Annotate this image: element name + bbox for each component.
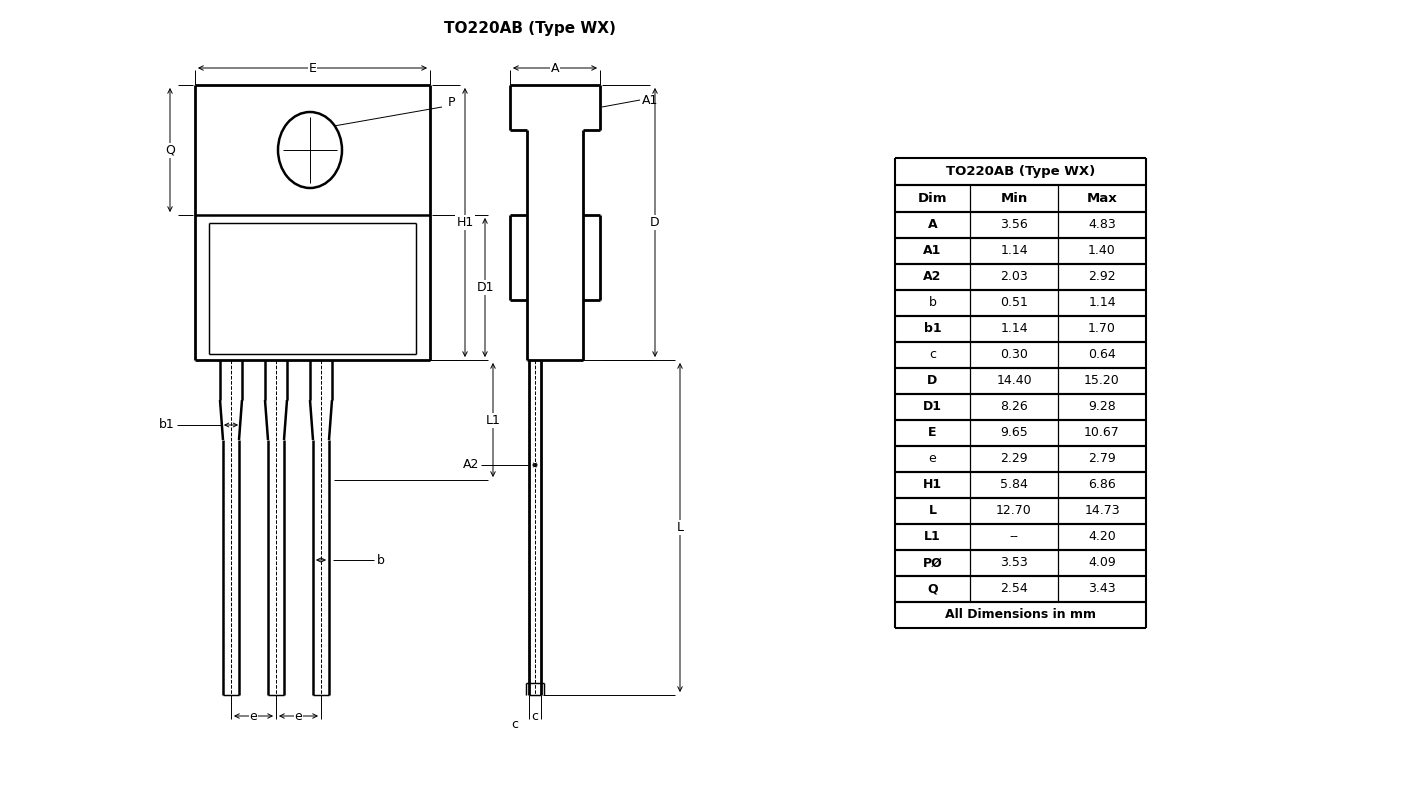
Text: 9.28: 9.28: [1088, 401, 1116, 413]
Text: D: D: [927, 374, 937, 388]
Text: D1: D1: [476, 281, 494, 294]
Text: e: e: [929, 452, 936, 465]
Text: 1.14: 1.14: [1000, 244, 1028, 258]
Text: 3.53: 3.53: [1000, 556, 1028, 570]
Text: e: e: [250, 709, 257, 722]
Text: 8.26: 8.26: [1000, 401, 1028, 413]
Text: 1.40: 1.40: [1088, 244, 1116, 258]
Text: A1: A1: [642, 93, 659, 106]
Text: b1: b1: [159, 418, 175, 432]
Text: Dim: Dim: [917, 192, 947, 205]
Text: 3.43: 3.43: [1088, 583, 1116, 595]
Text: c: c: [511, 718, 518, 732]
Text: b: b: [376, 554, 385, 567]
Text: 1.14: 1.14: [1088, 297, 1116, 310]
Text: A: A: [927, 219, 937, 231]
Text: b: b: [929, 297, 936, 310]
Text: 14.40: 14.40: [997, 374, 1032, 388]
Text: E: E: [308, 61, 317, 74]
Text: 0.51: 0.51: [1000, 297, 1028, 310]
Text: 3.56: 3.56: [1000, 219, 1028, 231]
Text: c: c: [929, 349, 936, 361]
Text: TO220AB (Type WX): TO220AB (Type WX): [946, 165, 1095, 178]
Text: A1: A1: [923, 244, 941, 258]
Text: TO220AB (Type WX): TO220AB (Type WX): [444, 21, 616, 35]
Text: 12.70: 12.70: [995, 504, 1032, 517]
Text: Max: Max: [1086, 192, 1118, 205]
Text: c: c: [531, 710, 538, 724]
Text: b1: b1: [923, 322, 941, 335]
Text: A: A: [551, 61, 559, 74]
Text: 14.73: 14.73: [1085, 504, 1120, 517]
Text: D1: D1: [923, 401, 941, 413]
Text: All Dimensions in mm: All Dimensions in mm: [944, 609, 1096, 622]
Text: H1: H1: [456, 216, 474, 229]
Text: D: D: [650, 216, 660, 229]
Text: 6.86: 6.86: [1088, 479, 1116, 492]
Text: 4.20: 4.20: [1088, 531, 1116, 543]
Text: 2.29: 2.29: [1000, 452, 1028, 465]
Text: Q: Q: [165, 144, 175, 156]
Text: 4.83: 4.83: [1088, 219, 1116, 231]
Text: 2.54: 2.54: [1000, 583, 1028, 595]
Text: 2.03: 2.03: [1000, 271, 1028, 283]
Text: P: P: [447, 97, 456, 109]
Text: 0.64: 0.64: [1088, 349, 1116, 361]
Text: 10.67: 10.67: [1083, 426, 1120, 440]
Text: 4.09: 4.09: [1088, 556, 1116, 570]
Text: 1.14: 1.14: [1000, 322, 1028, 335]
Text: L: L: [676, 521, 683, 534]
Text: A2: A2: [923, 271, 941, 283]
Text: 5.84: 5.84: [1000, 479, 1028, 492]
Text: 1.70: 1.70: [1088, 322, 1116, 335]
Text: L1: L1: [486, 413, 500, 426]
Text: e: e: [294, 709, 302, 722]
Text: Q: Q: [927, 583, 937, 595]
Text: PØ: PØ: [923, 556, 943, 570]
Text: A2: A2: [463, 459, 479, 472]
Text: --: --: [1010, 531, 1018, 543]
Text: 9.65: 9.65: [1000, 426, 1028, 440]
Text: 2.79: 2.79: [1088, 452, 1116, 465]
Text: L: L: [929, 504, 937, 517]
Text: Min: Min: [1000, 192, 1028, 205]
Text: 0.30: 0.30: [1000, 349, 1028, 361]
Text: 2.92: 2.92: [1088, 271, 1116, 283]
Text: 15.20: 15.20: [1083, 374, 1120, 388]
Text: H1: H1: [923, 479, 941, 492]
Text: L1: L1: [924, 531, 941, 543]
Text: E: E: [929, 426, 937, 440]
